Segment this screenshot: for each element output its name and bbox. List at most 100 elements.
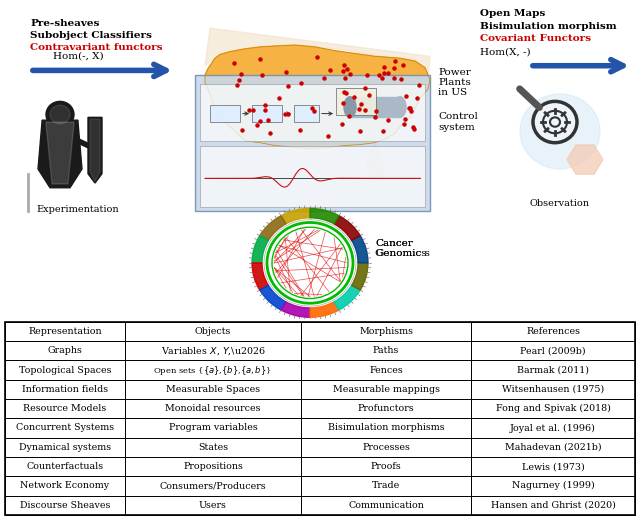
- Bar: [301, 322, 471, 341]
- Polygon shape: [205, 45, 430, 148]
- Text: Cancer
Genomic s: Cancer Genomic s: [375, 239, 430, 258]
- Circle shape: [46, 101, 74, 128]
- Text: Program variables: Program variables: [168, 424, 257, 432]
- Circle shape: [264, 220, 356, 306]
- Circle shape: [535, 103, 575, 141]
- Circle shape: [520, 94, 600, 169]
- Text: Users: Users: [199, 501, 227, 510]
- Bar: [200, 85, 425, 141]
- Text: Joyal et al. (1996): Joyal et al. (1996): [510, 424, 596, 432]
- Bar: [471, 418, 635, 438]
- Bar: [350, 97, 400, 117]
- Text: Pre-sheaves: Pre-sheaves: [30, 19, 99, 28]
- Bar: [125, 457, 301, 476]
- Wedge shape: [252, 263, 268, 290]
- Bar: [471, 322, 635, 341]
- Bar: [471, 399, 635, 418]
- Wedge shape: [260, 216, 286, 240]
- Text: Pearl (2009b): Pearl (2009b): [520, 346, 586, 355]
- Wedge shape: [351, 236, 368, 263]
- Text: Bisimulation morphisms: Bisimulation morphisms: [328, 424, 444, 432]
- Bar: [125, 341, 301, 360]
- Text: Lewis (1973): Lewis (1973): [522, 462, 584, 471]
- Bar: [301, 496, 471, 515]
- Wedge shape: [260, 285, 286, 310]
- Bar: [5, 322, 125, 341]
- Bar: [125, 418, 301, 438]
- Bar: [5, 399, 125, 418]
- Bar: [125, 360, 301, 380]
- Text: Covariant Functors: Covariant Functors: [480, 34, 591, 43]
- Text: Profunctors: Profunctors: [358, 404, 415, 413]
- Wedge shape: [334, 216, 360, 240]
- Text: Information fields: Information fields: [22, 385, 108, 394]
- Text: Resource Models: Resource Models: [23, 404, 107, 413]
- Text: Experimentation: Experimentation: [36, 204, 119, 214]
- Bar: [471, 476, 635, 496]
- Wedge shape: [334, 285, 360, 310]
- Bar: [125, 496, 301, 515]
- Text: Paths: Paths: [373, 346, 399, 355]
- Text: Concurrent Systems: Concurrent Systems: [16, 424, 114, 432]
- Bar: [5, 360, 125, 380]
- Ellipse shape: [394, 97, 406, 117]
- Bar: [125, 380, 301, 399]
- Bar: [301, 380, 471, 399]
- Text: References: References: [526, 327, 580, 336]
- Text: Measurable mappings: Measurable mappings: [333, 385, 440, 394]
- Text: Measurable Spaces: Measurable Spaces: [166, 385, 260, 394]
- Bar: [471, 438, 635, 457]
- Text: Open sets {$\mathit{\{a\}}$,$\mathit{\{b\}}$,$\mathit{\{a,b\}}$}: Open sets {$\mathit{\{a\}}$,$\mathit{\{b…: [154, 363, 273, 377]
- Text: Power
Plants
in US: Power Plants in US: [438, 67, 471, 98]
- Text: Observation: Observation: [530, 199, 590, 208]
- Text: Hansen and Ghrist (2020): Hansen and Ghrist (2020): [491, 501, 616, 510]
- Wedge shape: [281, 302, 310, 317]
- Text: Objects: Objects: [195, 327, 231, 336]
- Ellipse shape: [344, 97, 356, 117]
- Text: Counterfactuals: Counterfactuals: [26, 462, 104, 471]
- Bar: [301, 360, 471, 380]
- Text: Subobject Classifiers: Subobject Classifiers: [30, 31, 152, 40]
- Text: Open Maps: Open Maps: [480, 9, 545, 18]
- Text: Barmak (2011): Barmak (2011): [517, 365, 589, 375]
- Text: Representation: Representation: [28, 327, 102, 336]
- Circle shape: [50, 105, 70, 124]
- Bar: [125, 399, 301, 418]
- Text: Hom(X, -): Hom(X, -): [480, 47, 531, 57]
- Text: Control
system: Control system: [438, 112, 478, 132]
- Bar: [336, 88, 376, 115]
- Polygon shape: [46, 122, 74, 184]
- Text: Cancer
Genomics: Cancer Genomics: [375, 239, 427, 258]
- Polygon shape: [567, 145, 603, 174]
- Bar: [301, 399, 471, 418]
- Text: Hom(-, X): Hom(-, X): [53, 52, 104, 61]
- Text: Dynamical systems: Dynamical systems: [19, 443, 111, 452]
- Bar: [5, 476, 125, 496]
- Bar: [471, 341, 635, 360]
- Text: Graphs: Graphs: [47, 346, 83, 355]
- Text: Discourse Sheaves: Discourse Sheaves: [20, 501, 110, 510]
- Bar: [5, 380, 125, 399]
- Bar: [252, 105, 282, 122]
- Text: Propositions: Propositions: [183, 462, 243, 471]
- Text: Morphisms: Morphisms: [359, 327, 413, 336]
- Text: Nagurney (1999): Nagurney (1999): [511, 481, 595, 490]
- Text: Proofs: Proofs: [371, 462, 401, 471]
- Bar: [471, 380, 635, 399]
- Text: Topological Spaces: Topological Spaces: [19, 365, 111, 375]
- Bar: [471, 360, 635, 380]
- Bar: [125, 476, 301, 496]
- Bar: [294, 105, 319, 122]
- Bar: [301, 476, 471, 496]
- Text: Monoidal resources: Monoidal resources: [165, 404, 260, 413]
- Text: Mahadevan (2021b): Mahadevan (2021b): [505, 443, 602, 452]
- Text: Trade: Trade: [372, 482, 400, 490]
- Bar: [195, 75, 430, 211]
- Bar: [5, 457, 125, 476]
- Bar: [210, 105, 240, 122]
- Text: Fong and Spivak (2018): Fong and Spivak (2018): [495, 404, 611, 413]
- Bar: [301, 457, 471, 476]
- Bar: [5, 322, 635, 515]
- Bar: [5, 341, 125, 360]
- Bar: [125, 438, 301, 457]
